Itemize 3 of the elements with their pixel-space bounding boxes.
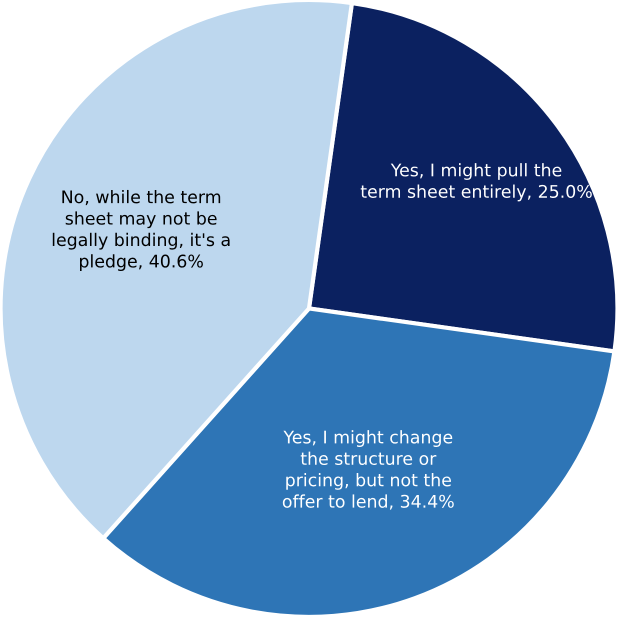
slice-label: Yes, I might change the structure or pricing, but not the offer to lend, 34.4%: [282, 430, 454, 510]
slice-label: No, while the term sheet may not be legally binding, it's a pledge, 40.6%: [52, 190, 230, 272]
slice-label: Yes, I might pull the term sheet entirely, 25.0%: [360, 163, 592, 202]
